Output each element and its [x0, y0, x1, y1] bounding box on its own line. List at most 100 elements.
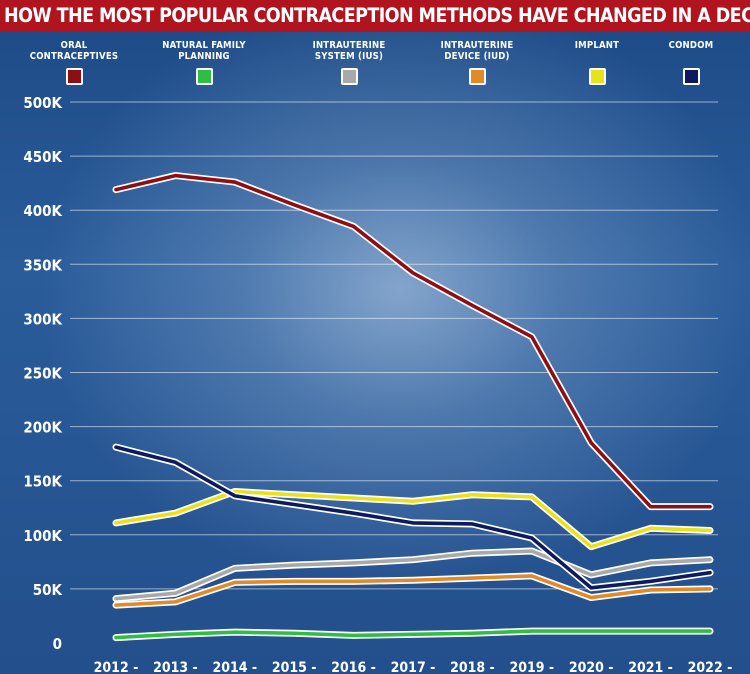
data-point [470, 551, 474, 555]
data-point [352, 511, 356, 515]
data-point [233, 494, 237, 498]
data-point [233, 580, 237, 584]
legend-label: CONDOM [668, 40, 714, 51]
legend-swatch [195, 68, 213, 85]
y-tick-label: 450K [23, 148, 62, 166]
x-tick-label: 2012 - [94, 660, 139, 674]
data-point [708, 571, 712, 575]
x-tick-label: 2019 - [509, 660, 554, 674]
legend-item-oral-contraceptives: ORAL CONTRACEPTIVES [19, 40, 129, 85]
data-point [173, 591, 177, 595]
data-point [411, 578, 415, 582]
legend-item-implant: IMPLANT [542, 40, 652, 85]
legend-label: INTRAUTERINE DEVICE (IUD) [440, 40, 514, 62]
legend-label: INTRAUTERINE SYSTEM (IUS) [312, 40, 386, 62]
x-axis: 2012 - 2013 - 2014 - 2015 - 2016 - 2017 - 2018… [94, 660, 733, 674]
legend-swatch [682, 68, 700, 85]
data-point [352, 224, 356, 228]
data-point [530, 574, 534, 578]
x-tick-label: 2014 - [212, 660, 257, 674]
y-tick-label: 50K [33, 581, 63, 599]
data-point [114, 597, 118, 601]
data-point [589, 596, 593, 600]
data-point [173, 460, 177, 464]
legend-item-iud: INTRAUTERINE DEVICE (IUD) [422, 40, 532, 85]
data-point [173, 600, 177, 604]
data-point [114, 636, 118, 640]
legend-swatch [65, 68, 83, 85]
data-point [470, 631, 474, 635]
data-point [173, 174, 177, 178]
data-point [233, 180, 237, 184]
data-point [470, 522, 474, 526]
data-point [411, 271, 415, 275]
legend-label: NATURAL FAMILY PLANNING [162, 40, 246, 62]
y-tick-label: 350K [23, 256, 62, 274]
data-point [411, 558, 415, 562]
data-point [708, 558, 712, 562]
series-condom [112, 443, 714, 592]
data-point [708, 528, 712, 532]
series-line [114, 173, 712, 509]
series-intrauterine-device-iud [112, 572, 714, 609]
chart-title: HOW THE MOST POPULAR CONTRACEPTION METHO… [0, 0, 750, 32]
data-point [411, 499, 415, 503]
data-point [411, 632, 415, 636]
series-intrauterine-system-ius [112, 547, 714, 603]
data-point [292, 631, 296, 635]
legend-swatch [340, 68, 358, 85]
data-point [411, 521, 415, 525]
legend-label: IMPLANT [574, 40, 620, 51]
data-point [589, 545, 593, 549]
data-point [292, 579, 296, 583]
x-tick-label: 2013 - [153, 660, 198, 674]
data-point [173, 632, 177, 636]
data-point [470, 576, 474, 580]
data-point [292, 503, 296, 507]
data-point [114, 521, 118, 525]
y-tick-label: 100K [23, 527, 62, 545]
y-axis: 0 50K 100K 150K 200K 250K 300K 350K 400K 450K 500K [23, 94, 62, 653]
data-point [114, 445, 118, 449]
legend-label: ORAL CONTRACEPTIVES [29, 40, 119, 62]
data-point [649, 629, 653, 633]
data-point [589, 441, 593, 445]
data-point [530, 335, 534, 339]
series-natural-family-planning [112, 627, 714, 642]
y-tick-label: 400K [23, 202, 62, 220]
data-point [589, 573, 593, 577]
legend-item-condom: CONDOM [636, 40, 746, 85]
series-implant [112, 488, 714, 551]
data-point [114, 188, 118, 192]
data-point [173, 511, 177, 515]
data-point [292, 493, 296, 497]
data-point [114, 603, 118, 607]
data-point [530, 629, 534, 633]
data-point [292, 563, 296, 567]
x-tick-label: 2022 - [688, 660, 733, 674]
data-point [470, 303, 474, 307]
series-line-outline [112, 172, 714, 511]
data-point [233, 630, 237, 634]
data-point [530, 536, 534, 540]
data-point [352, 561, 356, 565]
data-point [649, 505, 653, 509]
data-point [530, 495, 534, 499]
y-tick-label: 250K [23, 365, 62, 383]
y-tick-label: 500K [23, 94, 62, 112]
y-tick-label: 200K [23, 419, 62, 437]
x-tick-label: 2017 - [391, 660, 436, 674]
legend-item-ius: INTRAUTERINE SYSTEM (IUS) [294, 40, 404, 85]
series-oral-contraceptives [112, 172, 714, 511]
data-point [649, 588, 653, 592]
x-tick-label: 2020 - [569, 660, 614, 674]
data-point [292, 203, 296, 207]
legend-swatch [588, 68, 606, 85]
data-point [589, 629, 593, 633]
data-point [708, 505, 712, 509]
data-point [708, 587, 712, 591]
y-tick-label: 300K [23, 310, 62, 328]
data-point [708, 629, 712, 633]
